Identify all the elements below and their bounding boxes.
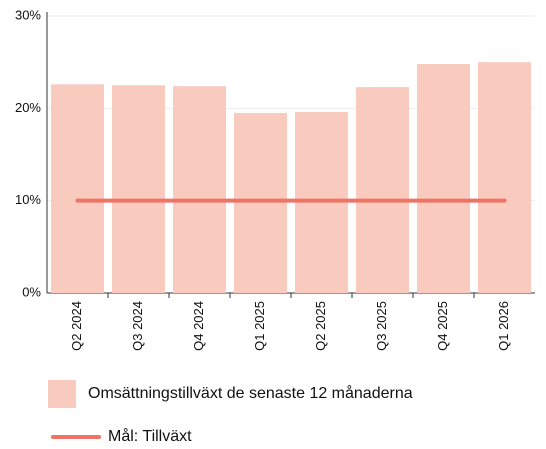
bar [417, 64, 470, 293]
legend-label: Omsättningstillväxt de senaste 12 månade… [88, 384, 413, 402]
bar [51, 84, 104, 294]
x-tick-label: Q3 2024 [130, 301, 145, 351]
x-tick-label: Q2 2024 [69, 301, 84, 351]
x-tick-label: Q4 2025 [435, 301, 450, 351]
legend-swatch [48, 380, 76, 408]
y-tick-label: 0% [22, 284, 41, 299]
bar [356, 87, 409, 293]
x-tick-label: Q3 2025 [374, 301, 389, 351]
bar [112, 85, 165, 293]
bar [173, 86, 226, 293]
legend-label: Mål: Tillväxt [108, 427, 192, 445]
bar [234, 112, 287, 293]
y-tick-label: 30% [15, 7, 41, 22]
y-tick-label: 20% [15, 100, 41, 115]
x-tick-label: Q2 2025 [313, 301, 328, 351]
y-tick-label: 10% [15, 192, 41, 207]
x-tick-label: Q4 2024 [191, 301, 206, 351]
bar [478, 62, 531, 293]
x-tick-label: Q1 2025 [252, 301, 267, 351]
x-tick-label: Q1 2026 [496, 301, 511, 351]
